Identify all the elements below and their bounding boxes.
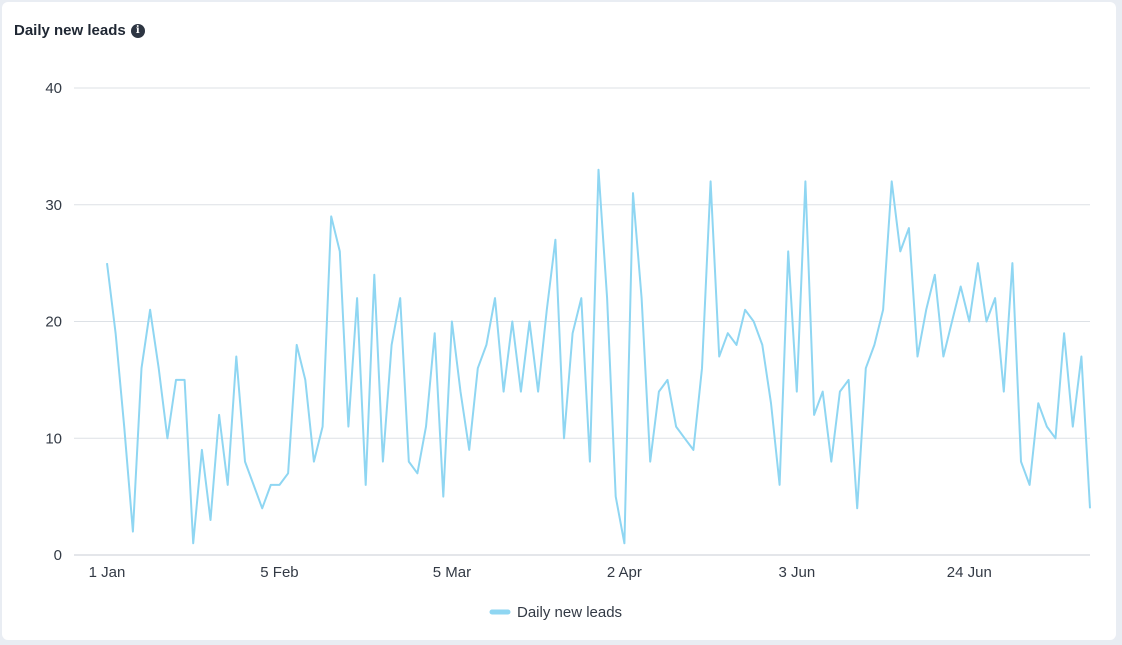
x-tick-label: 3 Jun [778, 564, 815, 581]
x-tick-label: 2 Apr [607, 564, 642, 581]
y-tick-label: 10 [45, 430, 62, 447]
x-tick-label: 1 Jan [89, 564, 126, 581]
legend-label: Daily new leads [517, 604, 622, 621]
y-axis: 0 10 20 30 40 [45, 80, 62, 564]
x-tick-label: 5 Feb [260, 564, 298, 581]
info-circle-icon[interactable]: i [130, 23, 145, 38]
x-tick-label: 5 Mar [433, 564, 471, 581]
y-tick-label: 0 [54, 547, 62, 564]
y-tick-label: 20 [45, 314, 62, 331]
y-tick-label: 40 [45, 80, 62, 97]
legend[interactable]: Daily new leads [489, 604, 622, 621]
chart-title: Daily new leads [14, 22, 126, 39]
x-tick-label: 24 Jun [947, 564, 992, 581]
y-tick-label: 30 [45, 197, 62, 214]
series-line-daily-new-leads[interactable] [106, 168, 1091, 545]
series-layer [106, 168, 1091, 545]
chart-header: Daily new leads i [14, 22, 145, 39]
x-axis: 1 Jan 5 Feb 5 Mar 2 Apr 3 Jun 24 Jun [89, 564, 992, 581]
